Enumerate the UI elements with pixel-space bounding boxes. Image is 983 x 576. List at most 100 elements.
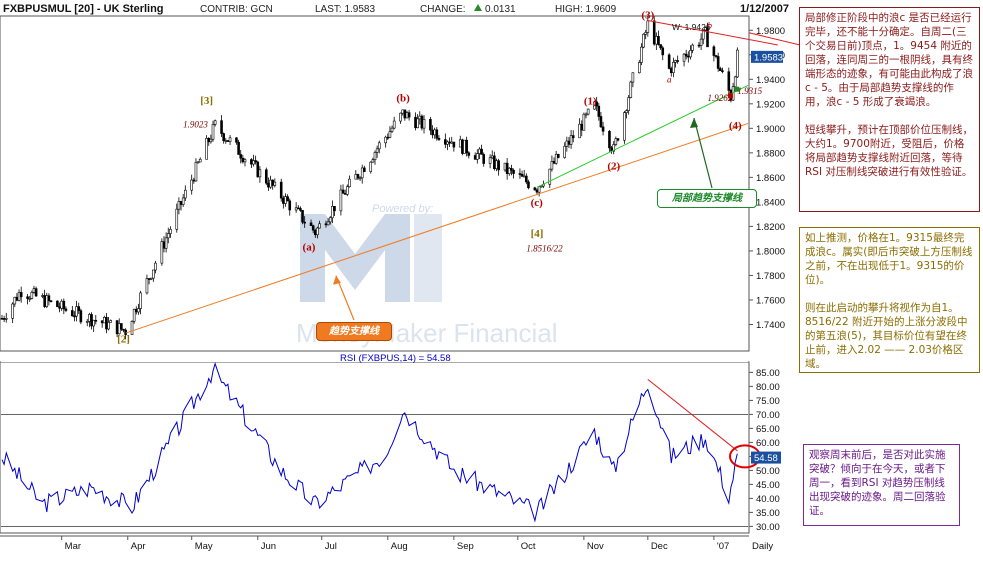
chart-date: 1/12/2007 [740, 3, 789, 15]
candle-body [655, 36, 658, 45]
last-label: LAST: 1.9583 [315, 4, 375, 15]
wave-label: (c) [531, 197, 544, 209]
x-tick-label: Jul [325, 541, 337, 552]
candle-body [450, 141, 454, 144]
candle-body [271, 179, 274, 186]
wave-label: (4) [729, 120, 742, 132]
candle-body [687, 55, 690, 58]
candle-body [194, 161, 198, 182]
candle-body [224, 140, 228, 142]
rsi-y-tick-label: 60.00 [756, 438, 780, 449]
x-tick-label: Nov [587, 541, 604, 552]
candle-body [132, 308, 136, 322]
candle-body [597, 105, 601, 117]
candle-body [137, 308, 140, 313]
candle-body [130, 321, 134, 335]
candle-body [569, 135, 573, 145]
candle-body [373, 152, 377, 161]
candle-body [343, 193, 347, 195]
candle-body [533, 187, 537, 191]
wave-label: [3] [200, 95, 213, 107]
candle-body [706, 27, 709, 48]
candle-body [303, 221, 306, 224]
candle-body [691, 44, 694, 51]
candle-body [497, 160, 500, 171]
candle-body [316, 227, 319, 236]
candle-body [697, 44, 701, 47]
price-note-label: 1.9023 [183, 120, 208, 130]
candle-body [667, 54, 671, 69]
rsi-y-tick-label: 85.00 [756, 368, 780, 379]
candle-body [192, 179, 196, 182]
candle-body [243, 159, 247, 163]
candle-body [637, 62, 641, 74]
candle-body [179, 201, 183, 205]
candle-body [490, 155, 494, 159]
candle-body [45, 295, 49, 307]
candle-body [599, 116, 603, 128]
candle-body [403, 109, 407, 119]
candle-body [657, 36, 660, 45]
rsi-y-tick-label: 45.00 [756, 480, 780, 491]
note-box-rsi: 观察周末前后，是否对此实施突破？倾向于在今天，或者下周一，看到RSI 对趋势压制… [803, 444, 960, 526]
wave-label: (a) [303, 241, 316, 253]
candle-body [239, 154, 243, 159]
last-price-marker-label: 1.9583 [754, 52, 783, 63]
candle-body [301, 210, 304, 223]
candle-body [105, 317, 108, 330]
candle-body [721, 70, 724, 73]
candle-body [478, 148, 481, 154]
rsi-resistance-line [647, 379, 738, 452]
price-y-tick-label: 1.9800 [756, 26, 785, 37]
candle-body [15, 296, 19, 301]
trend-support-line [125, 122, 749, 334]
candle-body [100, 320, 104, 324]
price-note-label: 1.9315 [737, 86, 762, 96]
candle-body [674, 60, 677, 63]
candle-body [386, 136, 390, 139]
candle-body [43, 295, 46, 307]
candle-body [418, 115, 422, 120]
local-trend-arrow-head-icon [690, 118, 698, 128]
candle-body [139, 292, 142, 309]
x-tick-label: Oct [521, 541, 536, 552]
price-note-label: 1.8516/22 [526, 244, 563, 254]
rsi-y-tick-label: 70.00 [756, 410, 780, 421]
x-tick-label: Sep [457, 541, 474, 552]
candle-body [354, 174, 358, 180]
candle-body [736, 49, 739, 78]
candle-body [582, 113, 586, 131]
candle-body [614, 138, 618, 145]
x-tick-label: May [195, 541, 213, 552]
candle-body [4, 317, 8, 320]
candle-body [309, 222, 313, 227]
candle-body [288, 200, 292, 211]
candle-body [75, 306, 78, 317]
candle-body [273, 181, 277, 186]
candle-body [164, 237, 168, 249]
wave-label: (1) [584, 95, 597, 107]
x-tick-label: Apr [131, 541, 146, 552]
candle-body [429, 119, 432, 131]
rsi-y-tick-label: 35.00 [756, 508, 780, 519]
candle-body [356, 174, 360, 179]
candle-body [672, 62, 675, 74]
candle-body [226, 140, 230, 142]
candle-body [580, 123, 584, 131]
high-label: HIGH: 1.9609 [555, 4, 617, 15]
candle-body [241, 157, 245, 163]
candle-body [640, 46, 643, 63]
candle-body [390, 127, 394, 132]
candle-body [60, 300, 63, 309]
candle-body [631, 72, 635, 83]
candle-body [458, 139, 462, 148]
candle-body [716, 56, 720, 69]
candle-body [616, 138, 620, 141]
candle-body [294, 207, 298, 211]
candle-body [85, 321, 89, 323]
candle-body [341, 189, 345, 194]
candle-body [250, 159, 253, 165]
candle-body [627, 97, 630, 111]
candle-body [267, 182, 270, 188]
candle-body [444, 139, 447, 145]
